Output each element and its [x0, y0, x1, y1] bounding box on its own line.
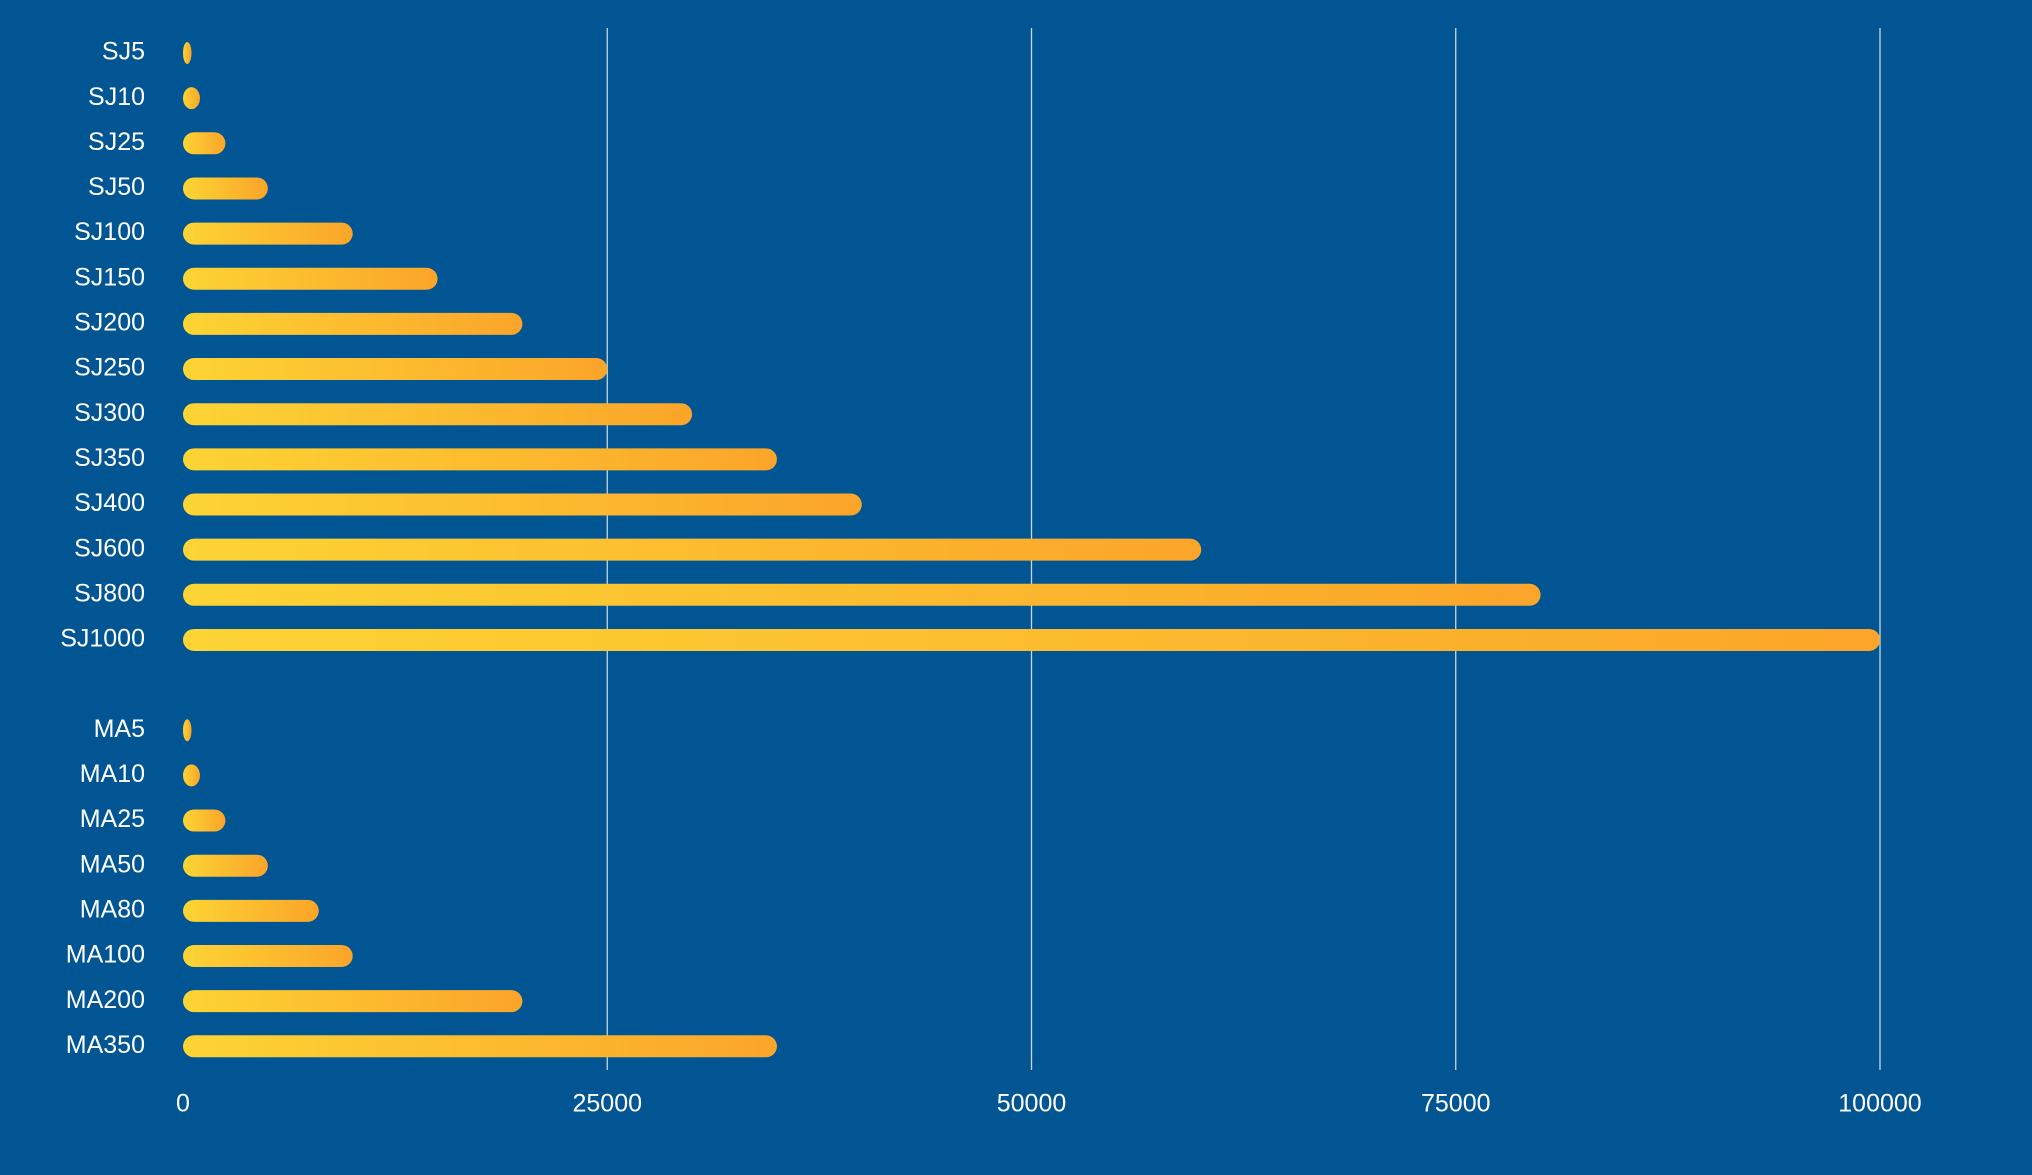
- category-label-sj1000: SJ1000: [60, 625, 145, 653]
- x-tick-label-50000: 50000: [997, 1090, 1067, 1118]
- category-label-sj800: SJ800: [74, 579, 145, 607]
- x-tick-label-25000: 25000: [572, 1090, 642, 1118]
- category-label-sj400: SJ400: [74, 489, 145, 517]
- bar-sj350: [183, 448, 777, 471]
- category-label-sj5: SJ5: [102, 38, 145, 66]
- bar-ma100: [183, 945, 353, 967]
- category-label-sj25: SJ25: [88, 128, 145, 156]
- bar-sj10: [183, 87, 200, 110]
- bar-sj400: [183, 493, 862, 516]
- bar-ma80: [183, 899, 319, 922]
- category-label-sj10: SJ10: [88, 83, 145, 111]
- category-label-ma350: MA350: [66, 1031, 145, 1059]
- bar-ma350: [183, 1035, 777, 1058]
- category-labels: SJ5 SJ10 SJ25 SJ50 SJ100 SJ150 SJ200 SJ250 SJ300…: [60, 38, 145, 1059]
- bars: [183, 42, 1880, 1058]
- x-tick-label-0: 0: [176, 1090, 190, 1118]
- bar-sj150: [183, 267, 438, 290]
- bar-sj200: [183, 312, 523, 335]
- category-label-ma10: MA10: [80, 760, 145, 788]
- bar-sj50: [183, 177, 268, 200]
- bar-ma5: [183, 719, 192, 742]
- bar-sj25: [183, 132, 226, 155]
- bar-ma50: [183, 854, 268, 877]
- x-tick-label-100000: 100000: [1838, 1090, 1921, 1118]
- category-label-sj300: SJ300: [74, 399, 145, 427]
- category-label-ma5: MA5: [94, 715, 145, 743]
- category-label-sj50: SJ50: [88, 173, 145, 201]
- category-label-sj100: SJ100: [74, 218, 145, 246]
- category-label-sj250: SJ250: [74, 354, 145, 382]
- bar-sj800: [183, 583, 1541, 606]
- category-label-sj150: SJ150: [74, 263, 145, 291]
- category-label-ma200: MA200: [66, 986, 145, 1014]
- bar-sj5: [183, 42, 192, 64]
- bar-sj600: [183, 538, 1202, 561]
- bar-ma10: [183, 764, 200, 787]
- x-axis-ticks: 0 25000 50000 75000 100000: [176, 1090, 1922, 1118]
- category-label-ma50: MA50: [80, 850, 145, 878]
- category-label-sj350: SJ350: [74, 444, 145, 472]
- bar-ma200: [183, 990, 523, 1013]
- bar-ma25: [183, 809, 226, 832]
- category-label-ma25: MA25: [80, 805, 145, 833]
- bar-sj250: [183, 358, 608, 381]
- bar-sj100: [183, 222, 353, 245]
- category-label-ma100: MA100: [66, 941, 145, 969]
- x-tick-label-75000: 75000: [1421, 1090, 1491, 1118]
- bar-sj300: [183, 403, 693, 426]
- category-label-sj200: SJ200: [74, 309, 145, 337]
- bar-sj1000: [183, 628, 1880, 651]
- category-label-sj600: SJ600: [74, 534, 145, 562]
- category-label-ma80: MA80: [80, 895, 145, 923]
